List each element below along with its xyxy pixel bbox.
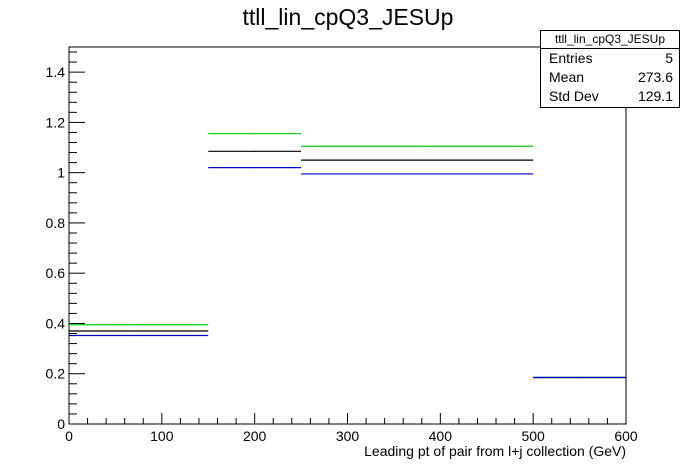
x-axis-label: Leading pt of pair from l+j collection (…	[364, 443, 626, 459]
x-tick-label: 0	[65, 428, 73, 444]
series-layer	[69, 133, 626, 379]
stats-row-std-dev: Std Dev 129.1	[541, 87, 679, 106]
stats-value: 129.1	[637, 88, 673, 104]
y-tick-label: 0.6	[46, 265, 66, 281]
y-tick-label: 0.2	[46, 366, 66, 382]
stats-row-mean: Mean 273.6	[541, 68, 679, 87]
stats-box: ttll_lin_cpQ3_JESUp Entries 5 Mean 273.6…	[540, 30, 680, 108]
y-tick-label: 0	[57, 416, 65, 432]
histogram-series-3	[69, 167, 626, 379]
stats-value: 5	[665, 50, 673, 66]
x-tick-label: 200	[243, 428, 267, 444]
chart-title: ttll_lin_cpQ3_JESUp	[242, 4, 454, 30]
x-tick-label: 500	[521, 428, 545, 444]
x-tick-label: 100	[150, 428, 174, 444]
stats-label: Std Dev	[549, 88, 599, 104]
y-tick-label: 1.2	[46, 114, 66, 130]
histogram-series-2	[69, 150, 626, 379]
x-tick-label: 600	[614, 428, 638, 444]
y-tick-label: 0.8	[46, 215, 66, 231]
x-tick-label: 400	[429, 428, 453, 444]
y-tick-label: 1.4	[46, 64, 66, 80]
stats-value: 273.6	[637, 69, 673, 85]
y-tick-label: 0.4	[46, 315, 66, 331]
stats-box-title: ttll_lin_cpQ3_JESUp	[541, 31, 679, 49]
x-tick-label: 300	[336, 428, 360, 444]
stats-label: Mean	[549, 69, 585, 85]
stats-label: Entries	[549, 50, 593, 66]
axes: 0 100 200 300 400 500 600 0 0.2 0.4 0.6 0.8 1 1.2 1.4	[46, 46, 638, 444]
histogram-series-1	[69, 133, 626, 379]
y-tick-label: 1	[57, 165, 65, 181]
stats-row-entries: Entries 5	[541, 49, 679, 68]
